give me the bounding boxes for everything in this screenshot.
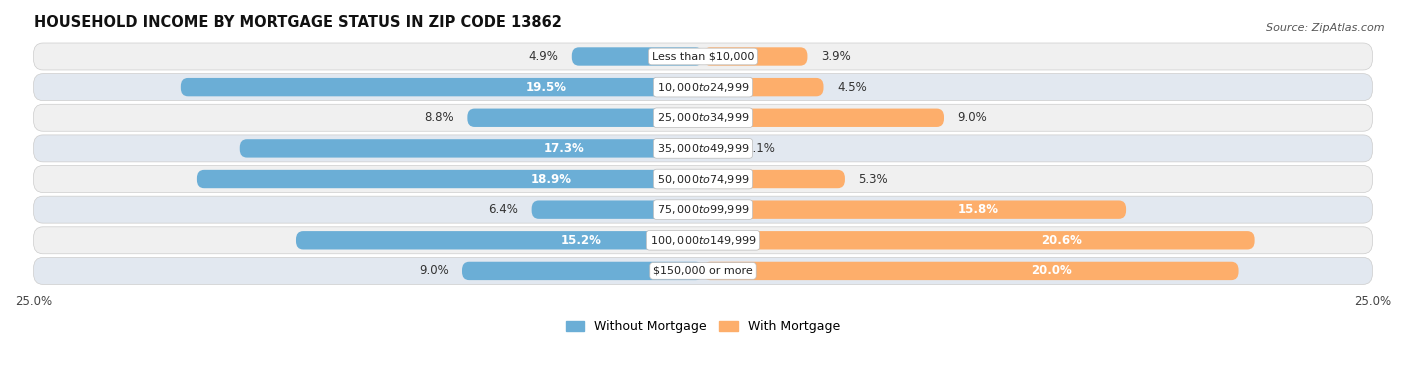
FancyBboxPatch shape <box>703 231 1254 250</box>
Text: $10,000 to $24,999: $10,000 to $24,999 <box>657 81 749 93</box>
Text: 17.3%: 17.3% <box>544 142 585 155</box>
FancyBboxPatch shape <box>181 78 703 96</box>
FancyBboxPatch shape <box>34 104 1372 131</box>
Text: 18.9%: 18.9% <box>530 173 572 185</box>
Text: Source: ZipAtlas.com: Source: ZipAtlas.com <box>1267 23 1385 33</box>
FancyBboxPatch shape <box>703 78 824 96</box>
FancyBboxPatch shape <box>297 231 703 250</box>
Text: 5.3%: 5.3% <box>858 173 889 185</box>
Text: 1.1%: 1.1% <box>745 142 776 155</box>
FancyBboxPatch shape <box>703 47 807 66</box>
Text: HOUSEHOLD INCOME BY MORTGAGE STATUS IN ZIP CODE 13862: HOUSEHOLD INCOME BY MORTGAGE STATUS IN Z… <box>34 15 561 30</box>
FancyBboxPatch shape <box>34 135 1372 162</box>
Text: 9.0%: 9.0% <box>957 111 987 124</box>
FancyBboxPatch shape <box>34 227 1372 254</box>
FancyBboxPatch shape <box>34 257 1372 284</box>
Text: 15.2%: 15.2% <box>561 234 602 247</box>
Text: Less than $10,000: Less than $10,000 <box>652 52 754 61</box>
Text: $75,000 to $99,999: $75,000 to $99,999 <box>657 203 749 216</box>
FancyBboxPatch shape <box>463 262 703 280</box>
FancyBboxPatch shape <box>240 139 703 158</box>
Text: $100,000 to $149,999: $100,000 to $149,999 <box>650 234 756 247</box>
FancyBboxPatch shape <box>467 109 703 127</box>
FancyBboxPatch shape <box>703 109 943 127</box>
Text: 20.0%: 20.0% <box>1031 264 1071 277</box>
Text: $25,000 to $34,999: $25,000 to $34,999 <box>657 111 749 124</box>
FancyBboxPatch shape <box>703 201 1126 219</box>
Text: 19.5%: 19.5% <box>526 81 567 93</box>
FancyBboxPatch shape <box>34 74 1372 101</box>
Legend: Without Mortgage, With Mortgage: Without Mortgage, With Mortgage <box>561 315 845 338</box>
Text: 15.8%: 15.8% <box>957 203 998 216</box>
FancyBboxPatch shape <box>531 201 703 219</box>
FancyBboxPatch shape <box>34 43 1372 70</box>
FancyBboxPatch shape <box>572 47 703 66</box>
Text: 20.6%: 20.6% <box>1040 234 1083 247</box>
Text: $50,000 to $74,999: $50,000 to $74,999 <box>657 173 749 185</box>
FancyBboxPatch shape <box>34 196 1372 223</box>
FancyBboxPatch shape <box>703 170 845 188</box>
Text: 9.0%: 9.0% <box>419 264 449 277</box>
FancyBboxPatch shape <box>197 170 703 188</box>
Text: 6.4%: 6.4% <box>488 203 519 216</box>
FancyBboxPatch shape <box>34 166 1372 193</box>
FancyBboxPatch shape <box>703 139 733 158</box>
Text: 4.5%: 4.5% <box>837 81 866 93</box>
Text: 8.8%: 8.8% <box>425 111 454 124</box>
Text: $35,000 to $49,999: $35,000 to $49,999 <box>657 142 749 155</box>
Text: 4.9%: 4.9% <box>529 50 558 63</box>
Text: $150,000 or more: $150,000 or more <box>654 266 752 276</box>
Text: 3.9%: 3.9% <box>821 50 851 63</box>
FancyBboxPatch shape <box>703 262 1239 280</box>
